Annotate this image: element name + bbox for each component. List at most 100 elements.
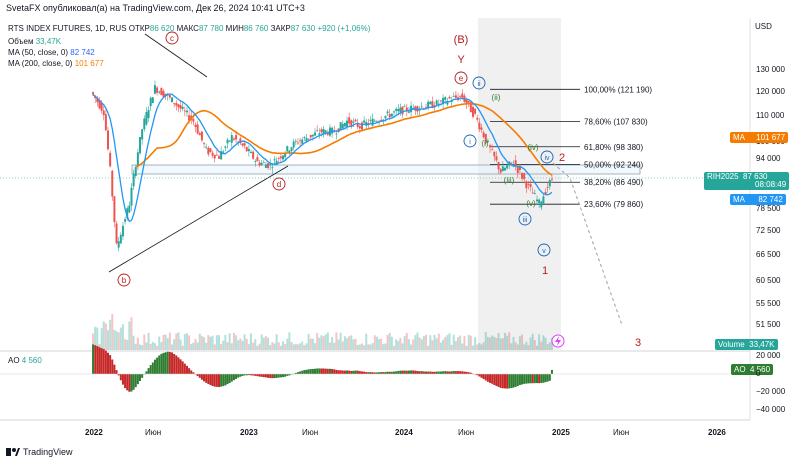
volume-bar xyxy=(356,344,359,350)
candle-body xyxy=(92,92,95,95)
candle-body xyxy=(397,109,400,112)
ao-bar xyxy=(331,368,334,374)
wave-label-e-text: e xyxy=(459,74,464,83)
ao-bar xyxy=(260,374,263,377)
ao-bar xyxy=(489,374,492,383)
candle-body xyxy=(386,111,389,114)
ao-bar xyxy=(516,374,519,387)
projection-path xyxy=(552,162,623,326)
volume-bar xyxy=(523,344,526,350)
ao-bar xyxy=(373,372,376,374)
candle-body xyxy=(290,147,293,151)
trendline-resistance xyxy=(144,33,208,78)
candle-body xyxy=(352,121,355,123)
ao-bar xyxy=(156,357,159,374)
candle-body xyxy=(192,118,195,122)
candle-body xyxy=(128,205,131,213)
candle-body xyxy=(160,88,163,96)
candle-body xyxy=(286,146,289,152)
volume-bar xyxy=(320,335,323,350)
candle-body xyxy=(245,146,248,152)
ao-axis-label: 20 000 xyxy=(756,351,781,360)
ao-bar xyxy=(198,374,201,378)
ao-bar xyxy=(224,374,227,386)
candle-body xyxy=(217,156,220,159)
volume-tag-label: Volume xyxy=(718,340,745,349)
ao-axis-label: 0 xyxy=(756,369,761,378)
ao-bar xyxy=(356,370,359,374)
candle-body xyxy=(461,93,464,98)
price-axis-label: 78 500 xyxy=(756,203,781,213)
candle-body xyxy=(126,208,129,219)
price-axis-label: 130 000 xyxy=(756,65,785,74)
ao-bar xyxy=(521,374,524,385)
ao-bar xyxy=(405,370,408,374)
candle-body xyxy=(185,110,188,113)
volume-bar xyxy=(478,342,481,350)
volume-bar xyxy=(459,335,462,350)
volume-bar xyxy=(232,332,235,350)
ao-bar xyxy=(369,372,372,374)
candle-body xyxy=(153,85,156,94)
ao-bar xyxy=(128,374,131,392)
candle-body xyxy=(158,91,161,93)
ao-bar xyxy=(476,374,479,376)
candle-body xyxy=(299,140,302,142)
volume-bar xyxy=(369,344,372,350)
ma200-label: MA (200, close, 0) xyxy=(8,59,73,68)
candle-body xyxy=(480,127,483,130)
candle-body xyxy=(544,192,547,195)
ao-bar xyxy=(275,374,278,378)
volume-bar xyxy=(420,339,423,350)
ao-bar xyxy=(328,368,331,374)
volume-bar xyxy=(363,345,366,350)
volume-bar xyxy=(207,335,210,350)
ao-bar xyxy=(104,350,107,374)
candle-body xyxy=(269,163,272,166)
candle-body xyxy=(183,110,186,112)
candle-body xyxy=(471,106,474,117)
volume-bar xyxy=(250,333,253,350)
volume-bar xyxy=(194,338,197,350)
ao-bar xyxy=(166,351,169,374)
candle-body xyxy=(173,103,176,105)
ma200-line xyxy=(135,102,553,176)
candle-body xyxy=(267,163,270,169)
ao-bar xyxy=(484,374,487,381)
volume-bar xyxy=(275,334,278,350)
candle-body xyxy=(521,173,524,179)
ao-bar xyxy=(433,371,436,374)
ao-bar xyxy=(360,371,363,374)
candle-body xyxy=(271,167,274,169)
ao-bar xyxy=(548,374,551,381)
symbol-tag-label: RIH2025 xyxy=(707,172,739,181)
volume-bar xyxy=(256,345,259,350)
volume-bar xyxy=(326,332,329,350)
symbol-tag-price: 87 630 xyxy=(743,172,768,181)
wave-label-e: e xyxy=(454,71,468,85)
ma200-value: 101 677 xyxy=(74,59,104,68)
tradingview-logo[interactable]: TradingView xyxy=(6,447,73,457)
ao-bar xyxy=(239,374,242,377)
volume-bar xyxy=(121,324,124,350)
wave-label-ii-paren: (ii) xyxy=(492,93,501,102)
candle-body xyxy=(258,162,261,166)
volume-bar xyxy=(425,334,428,350)
candle-body xyxy=(228,140,231,142)
volume-bar xyxy=(544,337,547,350)
ao-bar xyxy=(209,374,212,386)
volume-bar xyxy=(333,342,336,350)
volume-bar xyxy=(96,327,99,350)
event-marker-icon[interactable] xyxy=(551,334,565,348)
ao-bar xyxy=(273,374,276,379)
volume-bar xyxy=(512,336,515,350)
candle-body xyxy=(147,110,150,119)
trendline-support xyxy=(108,165,289,273)
volume-bar xyxy=(309,338,312,350)
volume-bar xyxy=(399,337,402,350)
ao-bar xyxy=(320,368,323,374)
volume-bar xyxy=(480,344,483,350)
volume-bar xyxy=(228,333,231,350)
volume-bar xyxy=(542,335,545,350)
